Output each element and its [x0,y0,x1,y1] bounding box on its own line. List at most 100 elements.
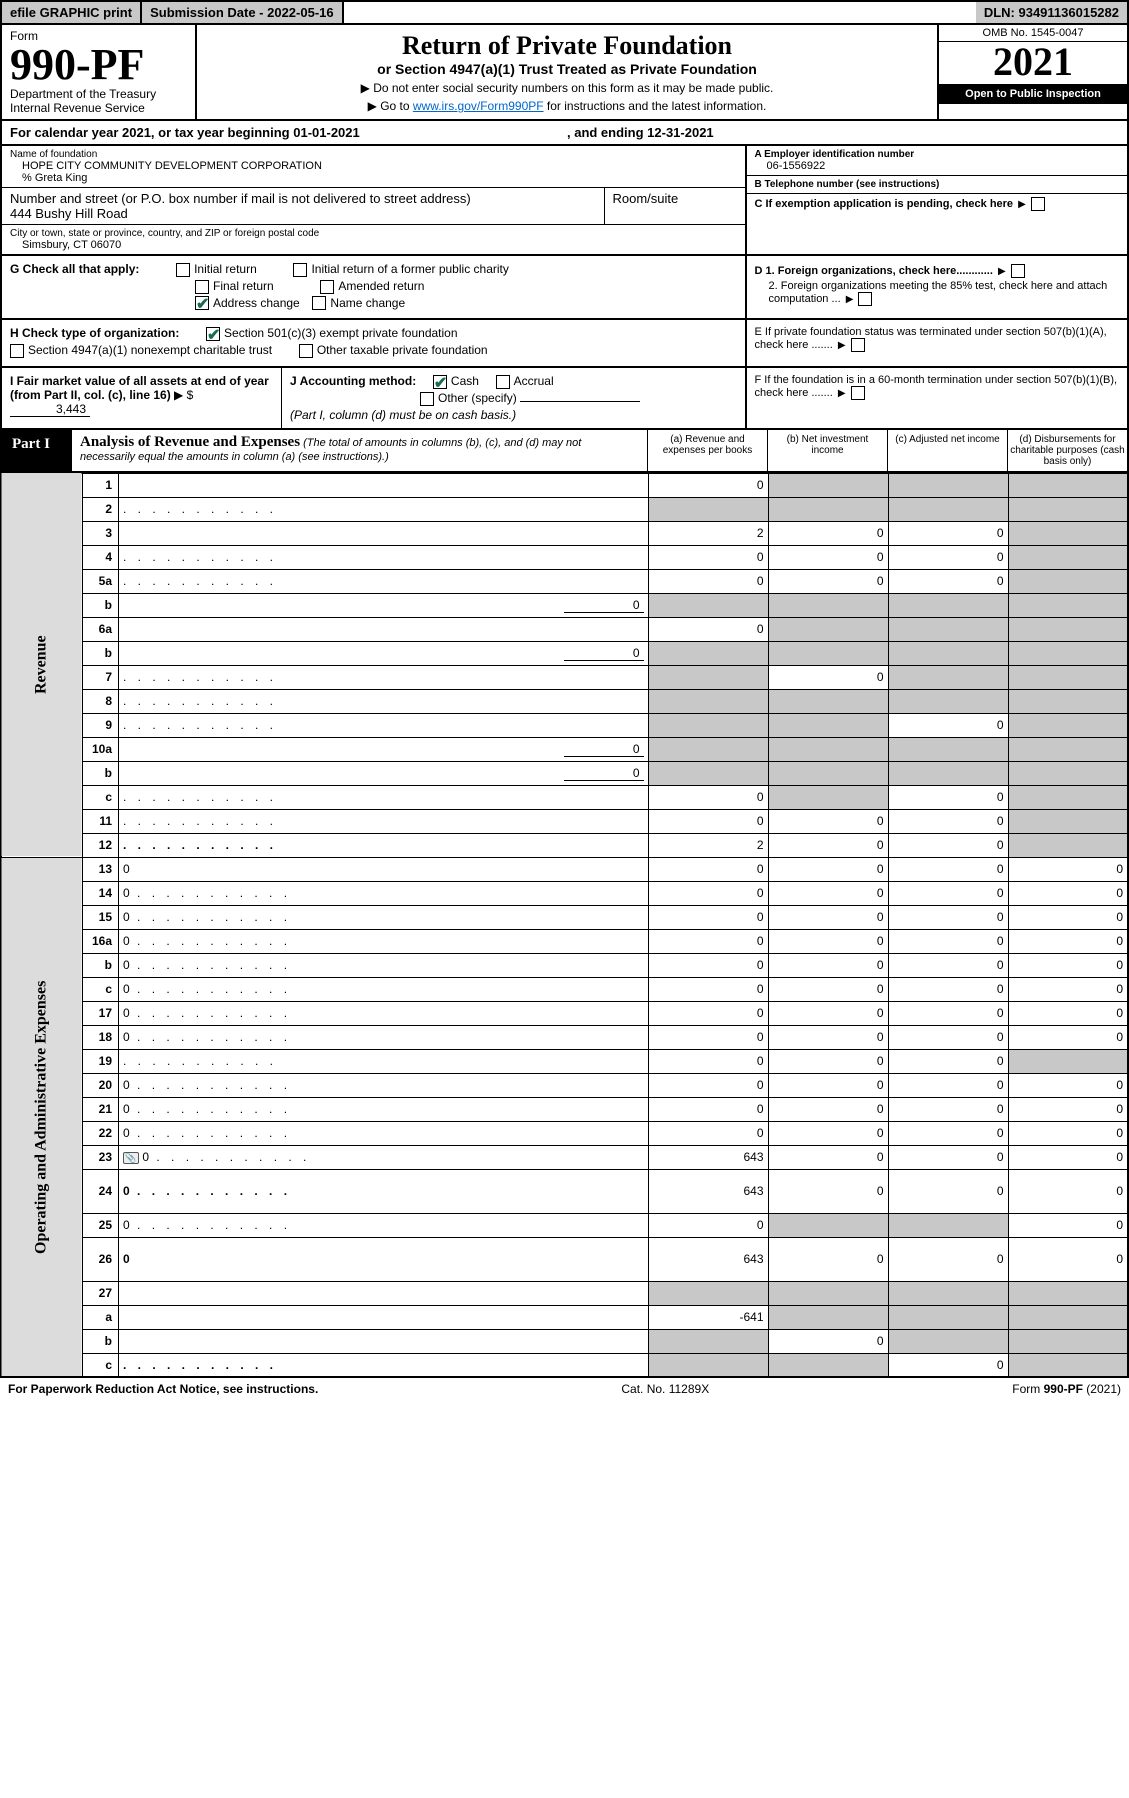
amount-col-a: 0 [648,953,768,977]
table-row: 1400000 [1,881,1128,905]
accrual-label: Accrual [514,374,554,388]
d2-line: 2. Foreign organizations meeting the 85%… [755,280,1120,306]
amount-col-b [768,473,888,497]
amount-col-b: 0 [768,665,888,689]
table-row: 2000000 [1,1073,1128,1097]
name-change-checkbox[interactable] [312,296,326,310]
f-checkbox[interactable] [851,386,865,400]
line-description [119,521,649,545]
line-number: c [83,785,119,809]
amount-col-d [1008,713,1128,737]
d2-checkbox[interactable] [858,292,872,306]
tel-cell: B Telephone number (see instructions) [747,176,1128,194]
amount-col-c [888,1281,1008,1305]
c-cell: C If exemption application is pending, c… [747,194,1128,214]
amount-col-b: 0 [768,1001,888,1025]
amount-col-c: 0 [888,713,1008,737]
col-b-header: (b) Net investment income [767,430,887,471]
i-arrow: ▶ $ [174,388,193,402]
amount-col-c [888,1213,1008,1237]
line-description [119,1049,649,1073]
g-d-row: G Check all that apply: Initial return I… [0,256,1129,320]
amount-col-a: 0 [648,617,768,641]
line-number: 12 [83,833,119,857]
amount-col-a [648,641,768,665]
amount-col-d: 0 [1008,1169,1128,1213]
other-method-checkbox[interactable] [420,392,434,406]
top-bar: efile GRAPHIC print Submission Date - 20… [0,0,1129,25]
amount-col-d [1008,1353,1128,1377]
line-number: b [83,1329,119,1353]
table-row: c00 [1,785,1128,809]
table-row: 1700000 [1,1001,1128,1025]
line-number: 16a [83,929,119,953]
amount-col-c: 0 [888,929,1008,953]
amount-col-c: 0 [888,1237,1008,1281]
line-number: 21 [83,1097,119,1121]
table-row: 4000 [1,545,1128,569]
amended-return-checkbox[interactable] [320,280,334,294]
care-of: % Greta King [10,172,737,184]
amount-col-b: 0 [768,1097,888,1121]
amount-col-b [768,761,888,785]
amount-col-c: 0 [888,809,1008,833]
amount-col-d [1008,761,1128,785]
c-checkbox[interactable] [1031,197,1045,211]
part1-title: Analysis of Revenue and Expenses [80,434,300,450]
amount-col-d [1008,1049,1128,1073]
amount-col-b [768,641,888,665]
form990pf-link[interactable]: www.irs.gov/Form990PF [413,99,544,113]
city-value: Simsbury, CT 06070 [10,239,737,251]
accrual-checkbox[interactable] [496,375,510,389]
dln-label: DLN: [984,5,1019,20]
form-number: 990-PF [10,43,187,87]
line-number: 1 [83,473,119,497]
line-number: 11 [83,809,119,833]
final-return-checkbox[interactable] [195,280,209,294]
f-label: F If the foundation is in a 60-month ter… [755,374,1118,399]
s4947-label: Section 4947(a)(1) nonexempt charitable … [28,343,272,357]
line-description: 0 [119,857,649,881]
arrow-icon [844,293,856,305]
street-label: Number and street (or P.O. box number if… [10,191,596,206]
amount-col-d [1008,617,1128,641]
address-change-checkbox[interactable] [195,296,209,310]
form-warn1: ▶ Do not enter social security numbers o… [203,81,931,95]
line-description [119,1353,649,1377]
street-cell: Number and street (or P.O. box number if… [2,188,605,224]
line-number: a [83,1305,119,1329]
table-row: 2 [1,497,1128,521]
s501-checkbox[interactable] [206,327,220,341]
amount-col-a: 0 [648,545,768,569]
c-label: C If exemption application is pending, c… [755,198,1014,210]
foundation-name: HOPE CITY COMMUNITY DEVELOPMENT CORPORAT… [10,160,737,172]
d1-checkbox[interactable] [1011,264,1025,278]
h-label: H Check type of organization: [10,326,179,340]
efile-label[interactable]: efile GRAPHIC print [2,2,142,23]
table-row: b 0 [1,641,1128,665]
amount-col-a: 643 [648,1145,768,1169]
amount-col-a [648,593,768,617]
amount-col-c [888,1305,1008,1329]
schedule-icon[interactable]: 📎 [123,1152,139,1164]
s4947-checkbox[interactable] [10,344,24,358]
line-description: 0 [119,881,649,905]
part1-desc: Analysis of Revenue and Expenses (The to… [72,430,647,471]
amount-col-a: 0 [648,1073,768,1097]
footer-form-no: 990-PF [1044,1382,1083,1396]
amount-col-d: 0 [1008,1145,1128,1169]
amount-col-a: 0 [648,1121,768,1145]
amount-col-a: 2 [648,521,768,545]
e-checkbox[interactable] [851,338,865,352]
initial-former-checkbox[interactable] [293,263,307,277]
amount-col-d [1008,1329,1128,1353]
other-tax-checkbox[interactable] [299,344,313,358]
submission-date-value: 2022-05-16 [267,5,334,20]
amount-col-c: 0 [888,1145,1008,1169]
cash-checkbox[interactable] [433,375,447,389]
calendar-year-row: For calendar year 2021, or tax year begi… [0,121,1129,146]
amount-col-c: 0 [888,833,1008,857]
amount-col-b: 0 [768,1025,888,1049]
initial-return-checkbox[interactable] [176,263,190,277]
amount-col-b: 0 [768,1121,888,1145]
